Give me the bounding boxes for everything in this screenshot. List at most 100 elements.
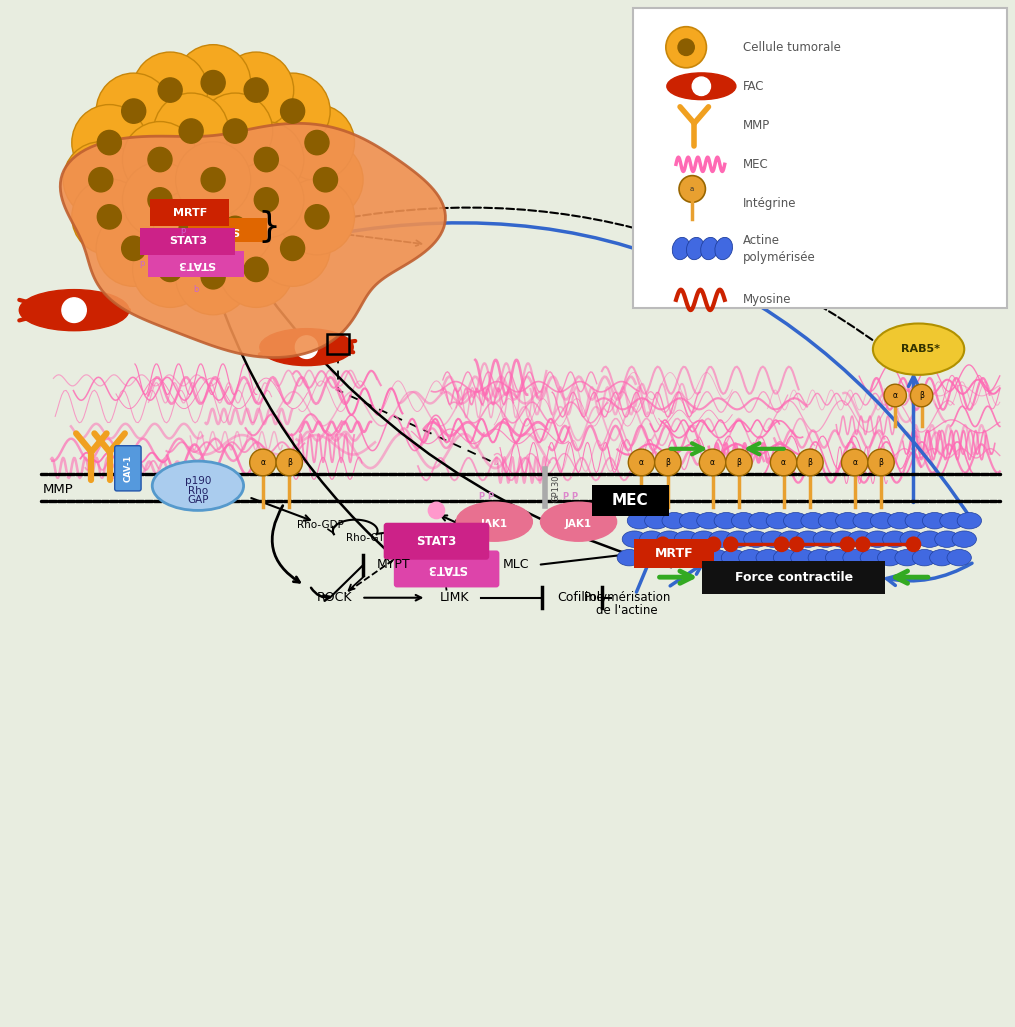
Point: [742, 466, 758, 483]
Point: [586, 466, 602, 483]
Bar: [702, 561, 885, 594]
Point: [570, 493, 587, 509]
Point: [810, 466, 826, 483]
Point: [971, 493, 988, 509]
Point: [871, 493, 887, 509]
Point: [224, 466, 241, 483]
Point: [539, 466, 555, 483]
Point: [506, 493, 523, 509]
Point: [992, 466, 1008, 483]
Point: [289, 466, 306, 483]
Point: [729, 466, 745, 483]
Point: [655, 466, 671, 483]
Point: [334, 466, 350, 483]
Point: [888, 493, 904, 509]
Circle shape: [841, 449, 868, 476]
Point: [374, 466, 390, 483]
Point: [346, 493, 362, 509]
Point: [842, 466, 859, 483]
Point: [716, 466, 732, 483]
Point: [692, 493, 708, 509]
Point: [955, 466, 971, 483]
Point: [533, 466, 549, 483]
Text: β: β: [666, 458, 670, 467]
Point: [680, 493, 696, 509]
Point: [771, 493, 788, 509]
Point: [100, 493, 117, 509]
Point: [418, 493, 434, 509]
Point: [696, 493, 713, 509]
Point: [754, 466, 770, 483]
Point: [382, 493, 398, 509]
Point: [938, 493, 954, 509]
Point: [819, 466, 835, 483]
Point: [447, 493, 463, 509]
Point: [350, 466, 366, 483]
Point: [69, 466, 85, 483]
Point: [602, 466, 618, 483]
Point: [992, 493, 1008, 509]
Point: [445, 466, 461, 483]
Point: [145, 466, 161, 483]
Point: [40, 466, 56, 483]
Point: [942, 466, 958, 483]
Point: [895, 493, 911, 509]
Point: [259, 466, 275, 483]
Point: [71, 466, 87, 483]
Point: [756, 466, 772, 483]
Point: [723, 493, 739, 509]
Point: [909, 466, 926, 483]
Point: [251, 466, 267, 483]
Point: [317, 493, 333, 509]
Point: [566, 493, 583, 509]
Point: [475, 493, 491, 509]
Point: [359, 493, 376, 509]
Point: [845, 493, 862, 509]
Point: [611, 466, 627, 483]
Ellipse shape: [808, 549, 832, 566]
Point: [95, 466, 112, 483]
Point: [865, 466, 881, 483]
Point: [358, 493, 375, 509]
FancyBboxPatch shape: [394, 550, 499, 587]
Point: [786, 466, 802, 483]
Point: [470, 466, 486, 483]
Point: [295, 493, 312, 509]
Point: [576, 466, 592, 483]
Point: [753, 466, 769, 483]
Point: [964, 466, 980, 483]
Point: [861, 466, 877, 483]
Point: [209, 493, 225, 509]
Point: [155, 493, 172, 509]
Point: [641, 493, 658, 509]
Point: [891, 493, 907, 509]
Point: [452, 466, 468, 483]
Point: [148, 466, 164, 483]
Point: [939, 466, 955, 483]
Circle shape: [774, 537, 789, 551]
Point: [832, 493, 849, 509]
Point: [47, 493, 63, 509]
Point: [715, 493, 731, 509]
Text: JAK1: JAK1: [481, 519, 508, 529]
Text: β: β: [920, 391, 924, 400]
Point: [176, 466, 192, 483]
Point: [715, 466, 731, 483]
Point: [534, 466, 550, 483]
Point: [823, 493, 839, 509]
Point: [749, 493, 765, 509]
Circle shape: [62, 298, 86, 322]
Point: [46, 466, 62, 483]
Circle shape: [706, 537, 721, 551]
Point: [134, 493, 150, 509]
Text: STAT3: STAT3: [168, 236, 207, 246]
Point: [559, 466, 576, 483]
Point: [858, 493, 874, 509]
Point: [863, 466, 879, 483]
Point: [768, 466, 785, 483]
Point: [768, 493, 785, 509]
Point: [464, 466, 480, 483]
Point: [788, 493, 804, 509]
Point: [206, 466, 222, 483]
Circle shape: [88, 167, 113, 192]
